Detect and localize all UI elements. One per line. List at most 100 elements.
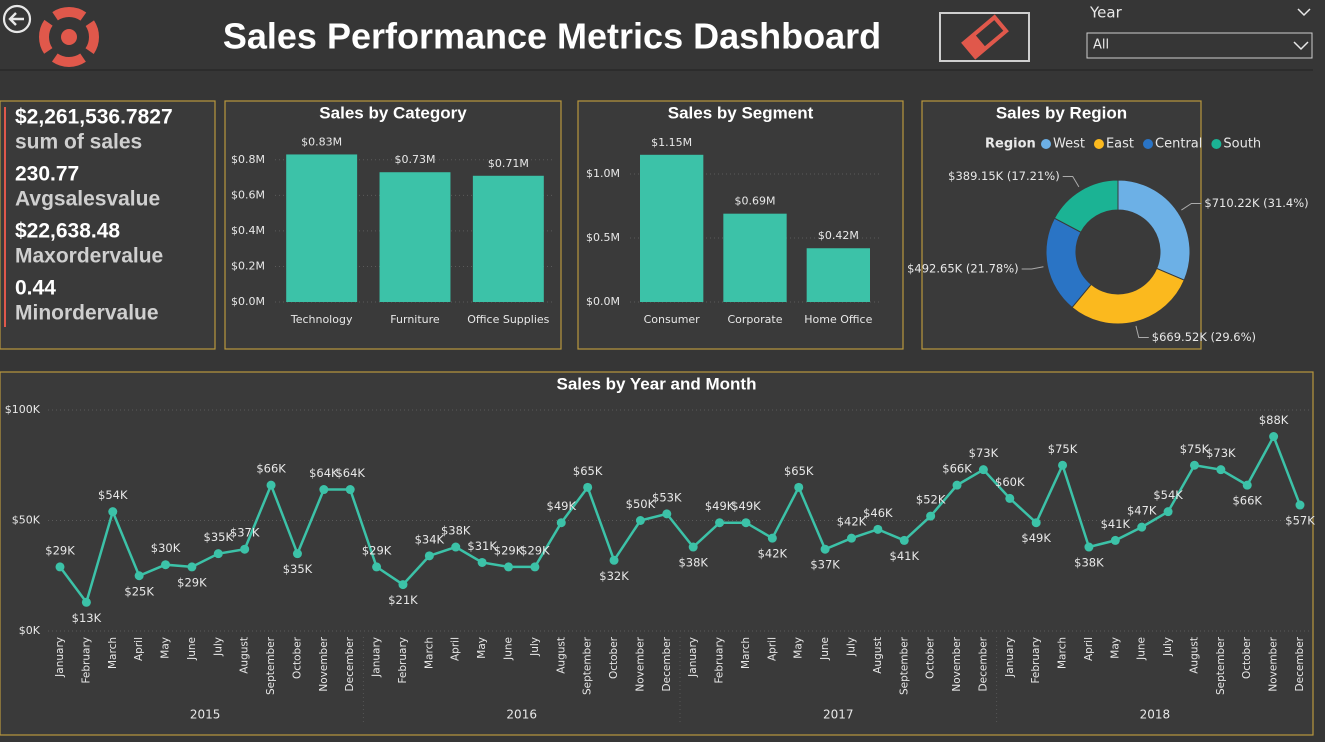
data-label: $64K [309,466,339,480]
point [978,465,988,475]
bar [379,172,451,302]
x-tick-label: May [476,637,488,659]
leader-line [1135,325,1149,339]
legend-label: South [1223,137,1261,152]
data-label: $41K [1101,517,1131,531]
x-group-label: 2018 [1140,708,1171,722]
dropdown-chevron [1293,41,1309,51]
x-group-label: 2016 [506,708,537,722]
legend-swatch [1143,139,1154,149]
x-tick-label: July [529,637,541,657]
y-tick-label: $0.5M [586,231,620,244]
x-tick-label: April [1083,637,1095,661]
data-label: $54K [1153,488,1183,502]
chart-title: Sales by Category [319,103,467,122]
x-tick-label: April [766,637,778,661]
kpi-value: 0.44 [15,277,56,300]
x-tick-label: June [819,637,831,661]
x-tick-label: March [423,637,435,669]
point [662,509,672,519]
point [1242,480,1252,490]
x-tick-label: May [793,637,805,659]
back-button[interactable] [2,4,32,34]
point [873,524,883,534]
dropdown-box [1086,32,1313,59]
point [1189,460,1199,470]
dashboard-title: Sales Performance Metrics Dashboard [223,16,881,57]
x-tick-label: September [898,636,910,695]
pie-slice [1117,179,1191,281]
point [556,518,566,528]
data-label: $57K [1285,514,1315,528]
bar [723,213,787,302]
point [504,562,514,572]
eraser-button[interactable] [939,12,1030,62]
point [530,562,540,572]
x-tick-label: April [133,637,145,661]
data-label: $0.42M [818,229,859,242]
back-arrow [8,12,24,26]
point [741,518,751,528]
data-label: $710.22K (31.4%) [1204,196,1308,210]
data-label: $49K [1021,531,1051,545]
data-label: $49K [731,499,761,513]
y-tick-label: $50K [12,514,41,527]
point [1269,432,1279,442]
x-tick-label: December [661,636,673,691]
chart-title: Sales by Year and Month [557,374,757,393]
data-label: $29K [177,575,207,589]
x-tick-label: Home Office [804,313,872,326]
data-label: $41K [890,549,920,563]
data-label: $38K [1074,556,1104,570]
x-tick-label: June [1136,637,1148,661]
kpi-label: Minordervalue [15,302,159,325]
line [58,433,1302,606]
point [1216,465,1226,475]
x-tick-label: February [397,637,409,684]
logo-core [61,29,77,45]
point [952,480,962,490]
y-tick-label: $1.0M [586,167,620,180]
chart-title: Sales by Segment [668,103,814,122]
data-label: $73K [969,446,999,460]
point [794,482,804,492]
x-tick-label: October [291,636,303,679]
point [1295,500,1305,510]
x-tick-label: June [503,637,515,661]
x-tick-label: November [1268,636,1280,691]
data-label: $37K [230,526,260,540]
point [292,549,302,559]
slicer-label: Year [1089,4,1123,22]
back-icon [2,4,32,34]
data-label: $66K [942,462,972,476]
x-tick-label: November [951,636,963,691]
data-label: $46K [863,506,893,520]
point [398,580,408,590]
data-label: $75K [1048,442,1078,456]
point [1163,507,1173,517]
data-label: $53K [652,490,682,504]
x-tick-label: August [872,637,884,674]
data-label: $0.83M [301,135,342,148]
x-tick-label: April [450,637,462,661]
bar [286,154,358,302]
kpi-value: $2,261,536.7827 [15,106,173,129]
x-tick-label: September [265,636,277,695]
point [688,542,698,552]
data-label: $29K [494,543,524,557]
data-label: $21K [388,593,418,607]
eraser-icon [961,14,1009,60]
y-tick-label: $0.4M [231,224,265,237]
point [266,480,276,490]
point [767,533,777,543]
data-label: $492.65K (21.78%) [907,262,1019,276]
y-tick-label: $0.2M [231,259,265,272]
data-label: $42K [837,515,867,529]
point [372,562,382,572]
kpi-value: 230.77 [15,163,79,186]
point [240,544,250,554]
legend-swatch [1093,139,1104,149]
data-label: $88K [1259,413,1289,427]
y-tick-label: $0.8M [231,153,265,166]
slicer-dropdown[interactable]: All [1086,32,1313,59]
